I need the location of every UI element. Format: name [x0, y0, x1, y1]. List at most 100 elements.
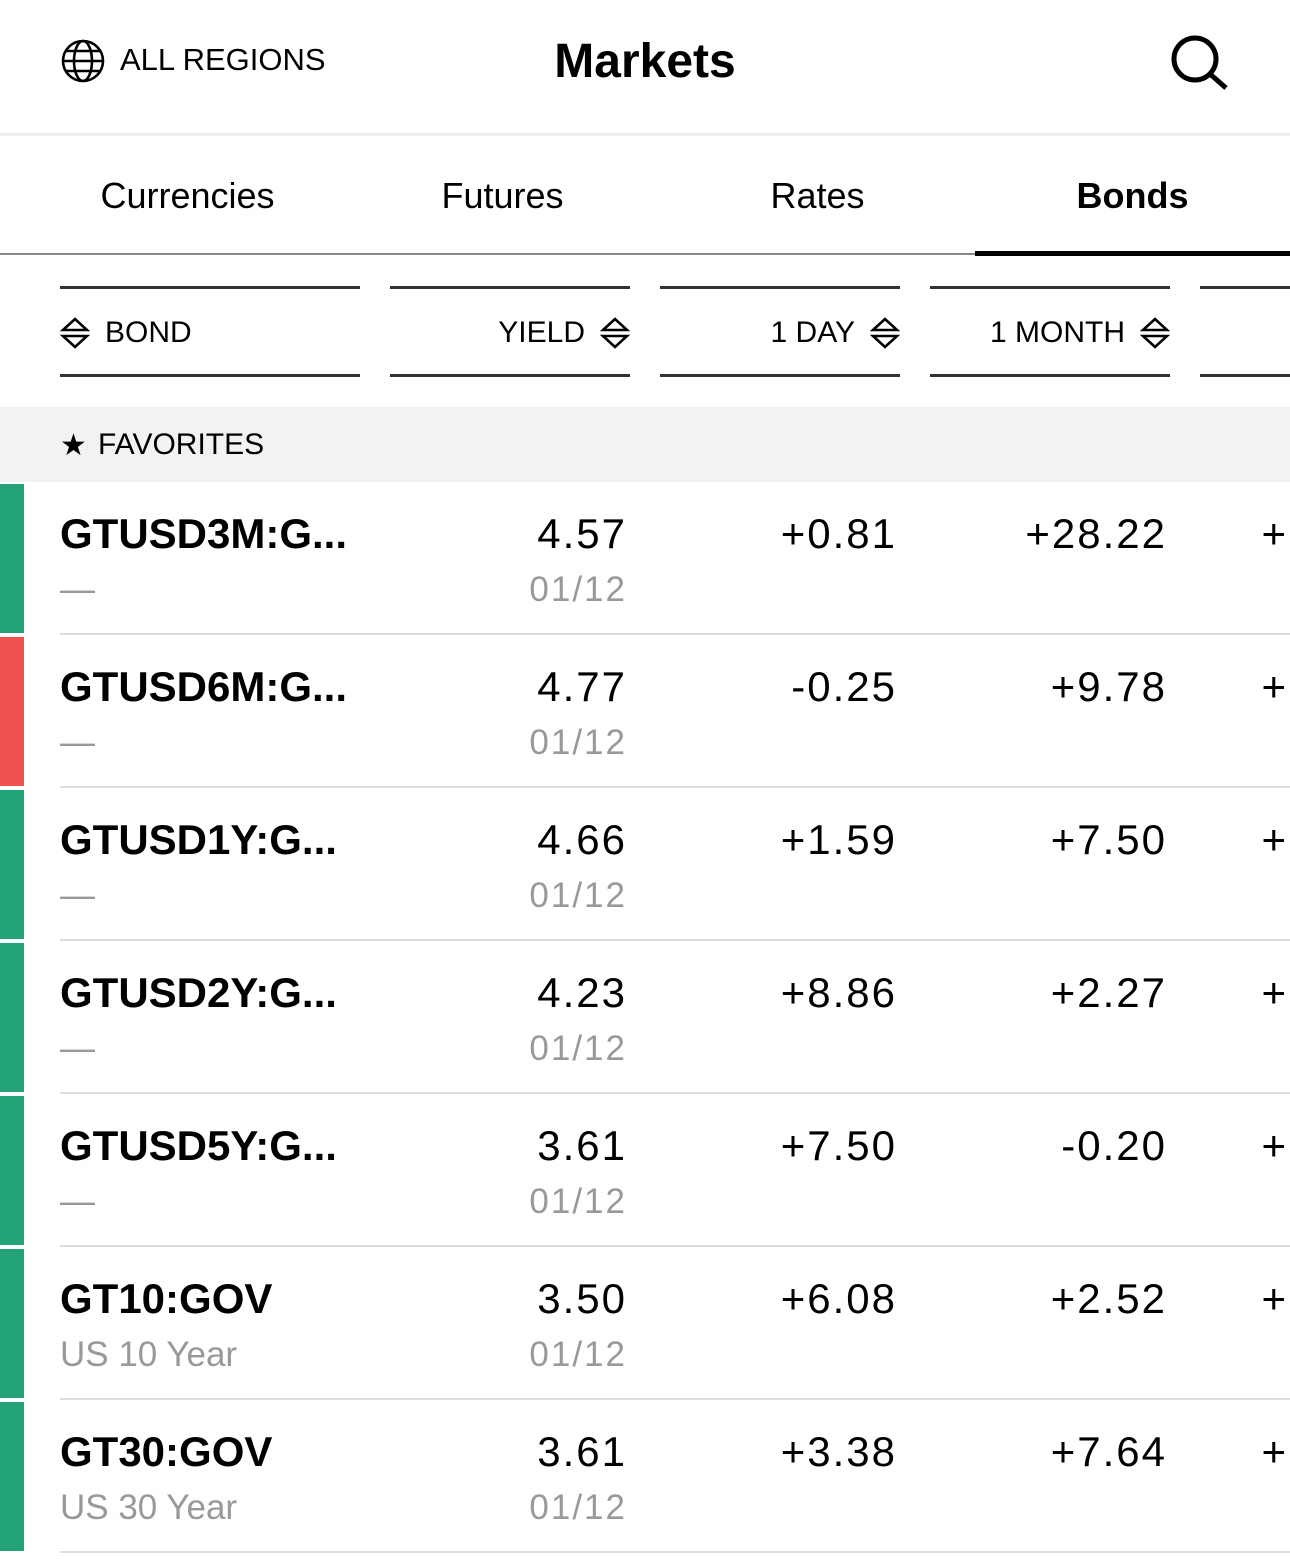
yield-value: 3.50 — [537, 1275, 627, 1322]
column-border — [60, 374, 360, 377]
column-border — [1200, 286, 1290, 289]
yield-value: 4.77 — [537, 663, 627, 710]
bond-name: GT10:GOV — [60, 1275, 273, 1322]
yield-date: 01/12 — [529, 1335, 627, 1374]
day-change: -0.25 — [791, 663, 897, 710]
bond-desc: — — [60, 1029, 95, 1068]
month-change: -0.20 — [1061, 1122, 1167, 1169]
bond-name: GTUSD5Y:G... — [60, 1122, 337, 1169]
row[interactable] — [0, 1247, 1290, 1400]
trend-bar — [0, 790, 24, 939]
column-header[interactable]: 1 DAY — [770, 316, 855, 349]
next-change: + — [1261, 663, 1288, 710]
column-border — [660, 286, 900, 289]
bond-name: GTUSD1Y:G... — [60, 816, 337, 863]
trend-bar — [0, 484, 24, 633]
row[interactable] — [0, 635, 1290, 788]
row[interactable] — [0, 1094, 1290, 1247]
region-selector[interactable]: ALL REGIONS — [120, 42, 326, 77]
day-change: +6.08 — [780, 1275, 897, 1322]
column-header[interactable]: BOND — [105, 316, 192, 349]
day-change: +3.38 — [780, 1428, 897, 1475]
bond-name: GTUSD6M:G... — [60, 663, 348, 710]
bond-desc: US 10 Year — [60, 1335, 238, 1374]
row-divider — [60, 786, 1290, 788]
bond-desc: US 30 Year — [60, 1488, 238, 1527]
bond-desc: — — [60, 723, 95, 762]
header-divider — [0, 133, 1290, 136]
trend-bar — [0, 1249, 24, 1398]
bond-desc: — — [60, 1182, 95, 1221]
day-change: +7.50 — [780, 1122, 897, 1169]
tab[interactable]: Bonds — [1076, 175, 1189, 216]
day-change: +1.59 — [780, 816, 897, 863]
month-change: +2.27 — [1050, 969, 1167, 1016]
month-change: +7.50 — [1050, 816, 1167, 863]
column-border — [60, 286, 360, 289]
yield-date: 01/12 — [529, 1029, 627, 1068]
tab[interactable]: Currencies — [100, 175, 275, 216]
next-change: + — [1261, 1275, 1288, 1322]
row-divider — [60, 939, 1290, 941]
month-change: +7.64 — [1050, 1428, 1167, 1475]
column-border — [390, 374, 630, 377]
section-title: FAVORITES — [98, 428, 265, 461]
next-change: + — [1261, 816, 1288, 863]
day-change: +8.86 — [780, 969, 897, 1016]
tabs-divider — [0, 253, 1290, 255]
yield-value: 3.61 — [537, 1428, 627, 1475]
page-title: Markets — [554, 35, 736, 88]
row-divider — [60, 1398, 1290, 1400]
sort-icon[interactable] — [59, 316, 91, 355]
row-divider — [60, 633, 1290, 635]
section-band — [0, 407, 1290, 482]
trend-bar — [0, 637, 24, 786]
star-icon: ★ — [60, 429, 87, 462]
column-border — [930, 286, 1170, 289]
month-change: +2.52 — [1050, 1275, 1167, 1322]
trend-bar — [0, 1402, 24, 1551]
yield-value: 4.23 — [537, 969, 627, 1016]
next-change: + — [1261, 1122, 1288, 1169]
sort-icon[interactable] — [599, 316, 631, 355]
month-change: +9.78 — [1050, 663, 1167, 710]
column-border — [930, 374, 1170, 377]
yield-date: 01/12 — [529, 723, 627, 762]
yield-date: 01/12 — [529, 1182, 627, 1221]
row[interactable] — [0, 1400, 1290, 1553]
yield-date: 01/12 — [529, 1488, 627, 1527]
sort-icon[interactable] — [1139, 316, 1171, 355]
next-change: + — [1261, 510, 1288, 557]
search-button[interactable] — [1168, 33, 1232, 91]
yield-date: 01/12 — [529, 876, 627, 915]
next-change: + — [1261, 969, 1288, 1016]
bond-name: GTUSD3M:G... — [60, 510, 348, 557]
yield-date: 01/12 — [529, 570, 627, 609]
row[interactable] — [0, 788, 1290, 941]
bond-desc: — — [60, 570, 95, 609]
day-change: +0.81 — [780, 510, 897, 557]
row-divider — [60, 1245, 1290, 1247]
active-tab-underline — [975, 251, 1290, 256]
column-border — [390, 286, 630, 289]
globe-icon[interactable] — [60, 38, 106, 84]
column-border — [660, 374, 900, 377]
yield-value: 4.57 — [537, 510, 627, 557]
column-border — [1200, 374, 1290, 377]
bond-name: GTUSD2Y:G... — [60, 969, 337, 1016]
tab[interactable]: Rates — [770, 175, 865, 216]
row[interactable] — [0, 482, 1290, 635]
sort-icon[interactable] — [869, 316, 901, 355]
row-divider — [60, 1551, 1290, 1553]
column-header[interactable]: YIELD — [498, 316, 585, 349]
bond-desc: — — [60, 876, 95, 915]
next-change: + — [1261, 1428, 1288, 1475]
bond-name: GT30:GOV — [60, 1428, 273, 1475]
row[interactable] — [0, 941, 1290, 1094]
yield-value: 4.66 — [537, 816, 627, 863]
tab[interactable]: Futures — [441, 175, 564, 216]
yield-value: 3.61 — [537, 1122, 627, 1169]
column-header[interactable]: 1 MONTH — [990, 316, 1125, 349]
trend-bar — [0, 1096, 24, 1245]
